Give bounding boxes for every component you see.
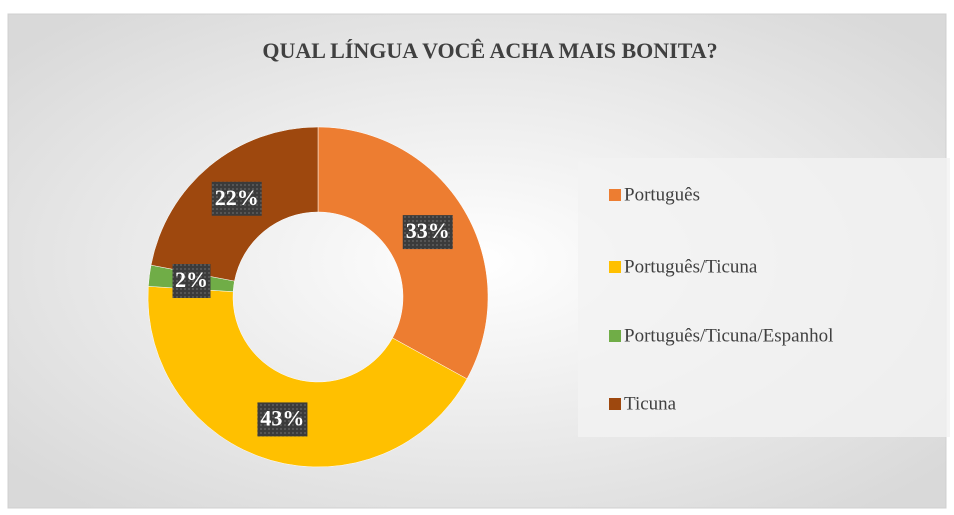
- donut-slice: [147, 286, 468, 468]
- data-label-box: [257, 402, 308, 437]
- data-label: 2%: [175, 267, 208, 292]
- legend: [578, 158, 950, 437]
- legend-swatch: [609, 330, 621, 342]
- legend-label: Português: [624, 184, 700, 205]
- data-label-box: [211, 181, 262, 216]
- legend-swatch: [609, 261, 621, 273]
- donut-slice: [317, 126, 489, 380]
- legend-label: Português/Ticuna/Espanhol: [624, 325, 833, 346]
- data-label-box: [402, 215, 453, 250]
- legend-swatch: [609, 398, 621, 410]
- data-label-box: [172, 264, 211, 299]
- data-label: 22%: [215, 185, 259, 210]
- data-label: 43%: [260, 405, 304, 430]
- legend-label: Ticuna: [624, 393, 677, 414]
- legend-label: Português/Ticuna: [624, 256, 758, 277]
- chart-title: QUAL LÍNGUA VOCÊ ACHA MAIS BONITA?: [262, 38, 717, 63]
- legend-swatch: [609, 189, 621, 201]
- data-label: 33%: [406, 218, 450, 243]
